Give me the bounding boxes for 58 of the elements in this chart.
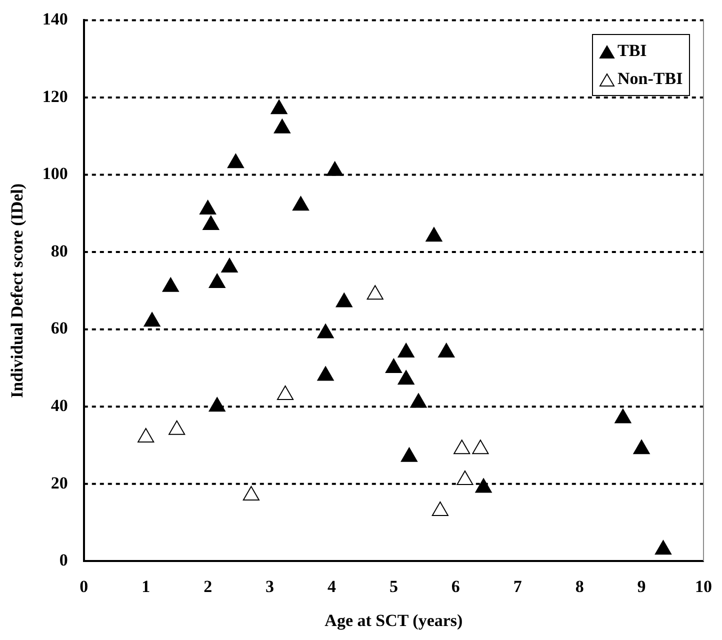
x-tick-label: 1 <box>142 576 150 596</box>
point <box>366 285 384 300</box>
point <box>475 478 492 493</box>
point <box>208 273 226 288</box>
point <box>456 470 474 486</box>
x-tick-label: 2 <box>204 576 212 596</box>
point <box>144 312 160 327</box>
legend-label: Non-TBI <box>618 69 683 88</box>
point <box>317 366 334 381</box>
point <box>633 440 650 454</box>
point <box>138 428 154 443</box>
y-tick-label: 40 <box>50 396 68 416</box>
point <box>398 343 414 358</box>
x-tick-label: 5 <box>389 576 398 596</box>
x-tick-label: 10 <box>695 576 712 596</box>
point <box>242 486 260 501</box>
y-tick-label: 100 <box>42 164 68 184</box>
x-axis-title: Age at SCT (years) <box>324 611 463 630</box>
point <box>454 440 470 454</box>
x-tick-label: 7 <box>513 576 522 596</box>
point <box>221 258 238 273</box>
y-tick-label: 20 <box>50 473 68 492</box>
point <box>410 393 427 408</box>
point <box>336 292 352 308</box>
point <box>426 227 442 242</box>
point <box>438 343 455 358</box>
point <box>317 324 334 338</box>
point <box>472 440 489 454</box>
y-tick-label: 0 <box>59 550 68 570</box>
point <box>398 370 414 385</box>
x-tick-label: 4 <box>327 576 336 596</box>
point <box>270 100 288 114</box>
x-tick-label: 0 <box>80 576 88 596</box>
point <box>200 200 216 215</box>
x-tick-label: 3 <box>266 576 274 596</box>
y-tick-label: 80 <box>50 241 68 260</box>
point <box>400 447 418 462</box>
point <box>326 161 344 176</box>
point <box>614 408 632 424</box>
x-tick-label: 9 <box>637 576 646 596</box>
point <box>292 196 310 211</box>
point <box>162 277 179 292</box>
y-axis-title: Individual Defect score (IDel) <box>8 183 27 398</box>
y-tick-label: 140 <box>42 10 68 29</box>
point <box>274 118 290 134</box>
point <box>208 397 226 412</box>
point <box>227 154 244 168</box>
point <box>654 540 672 555</box>
x-tick-label: 8 <box>575 576 584 596</box>
point <box>168 420 186 435</box>
x-tick-label: 6 <box>451 576 460 596</box>
point <box>276 386 294 400</box>
y-tick-label: 120 <box>42 86 68 106</box>
legend-label: TBI <box>618 41 647 60</box>
point <box>432 501 448 516</box>
point <box>385 358 402 373</box>
point <box>202 216 220 230</box>
y-tick-label: 60 <box>50 318 68 338</box>
